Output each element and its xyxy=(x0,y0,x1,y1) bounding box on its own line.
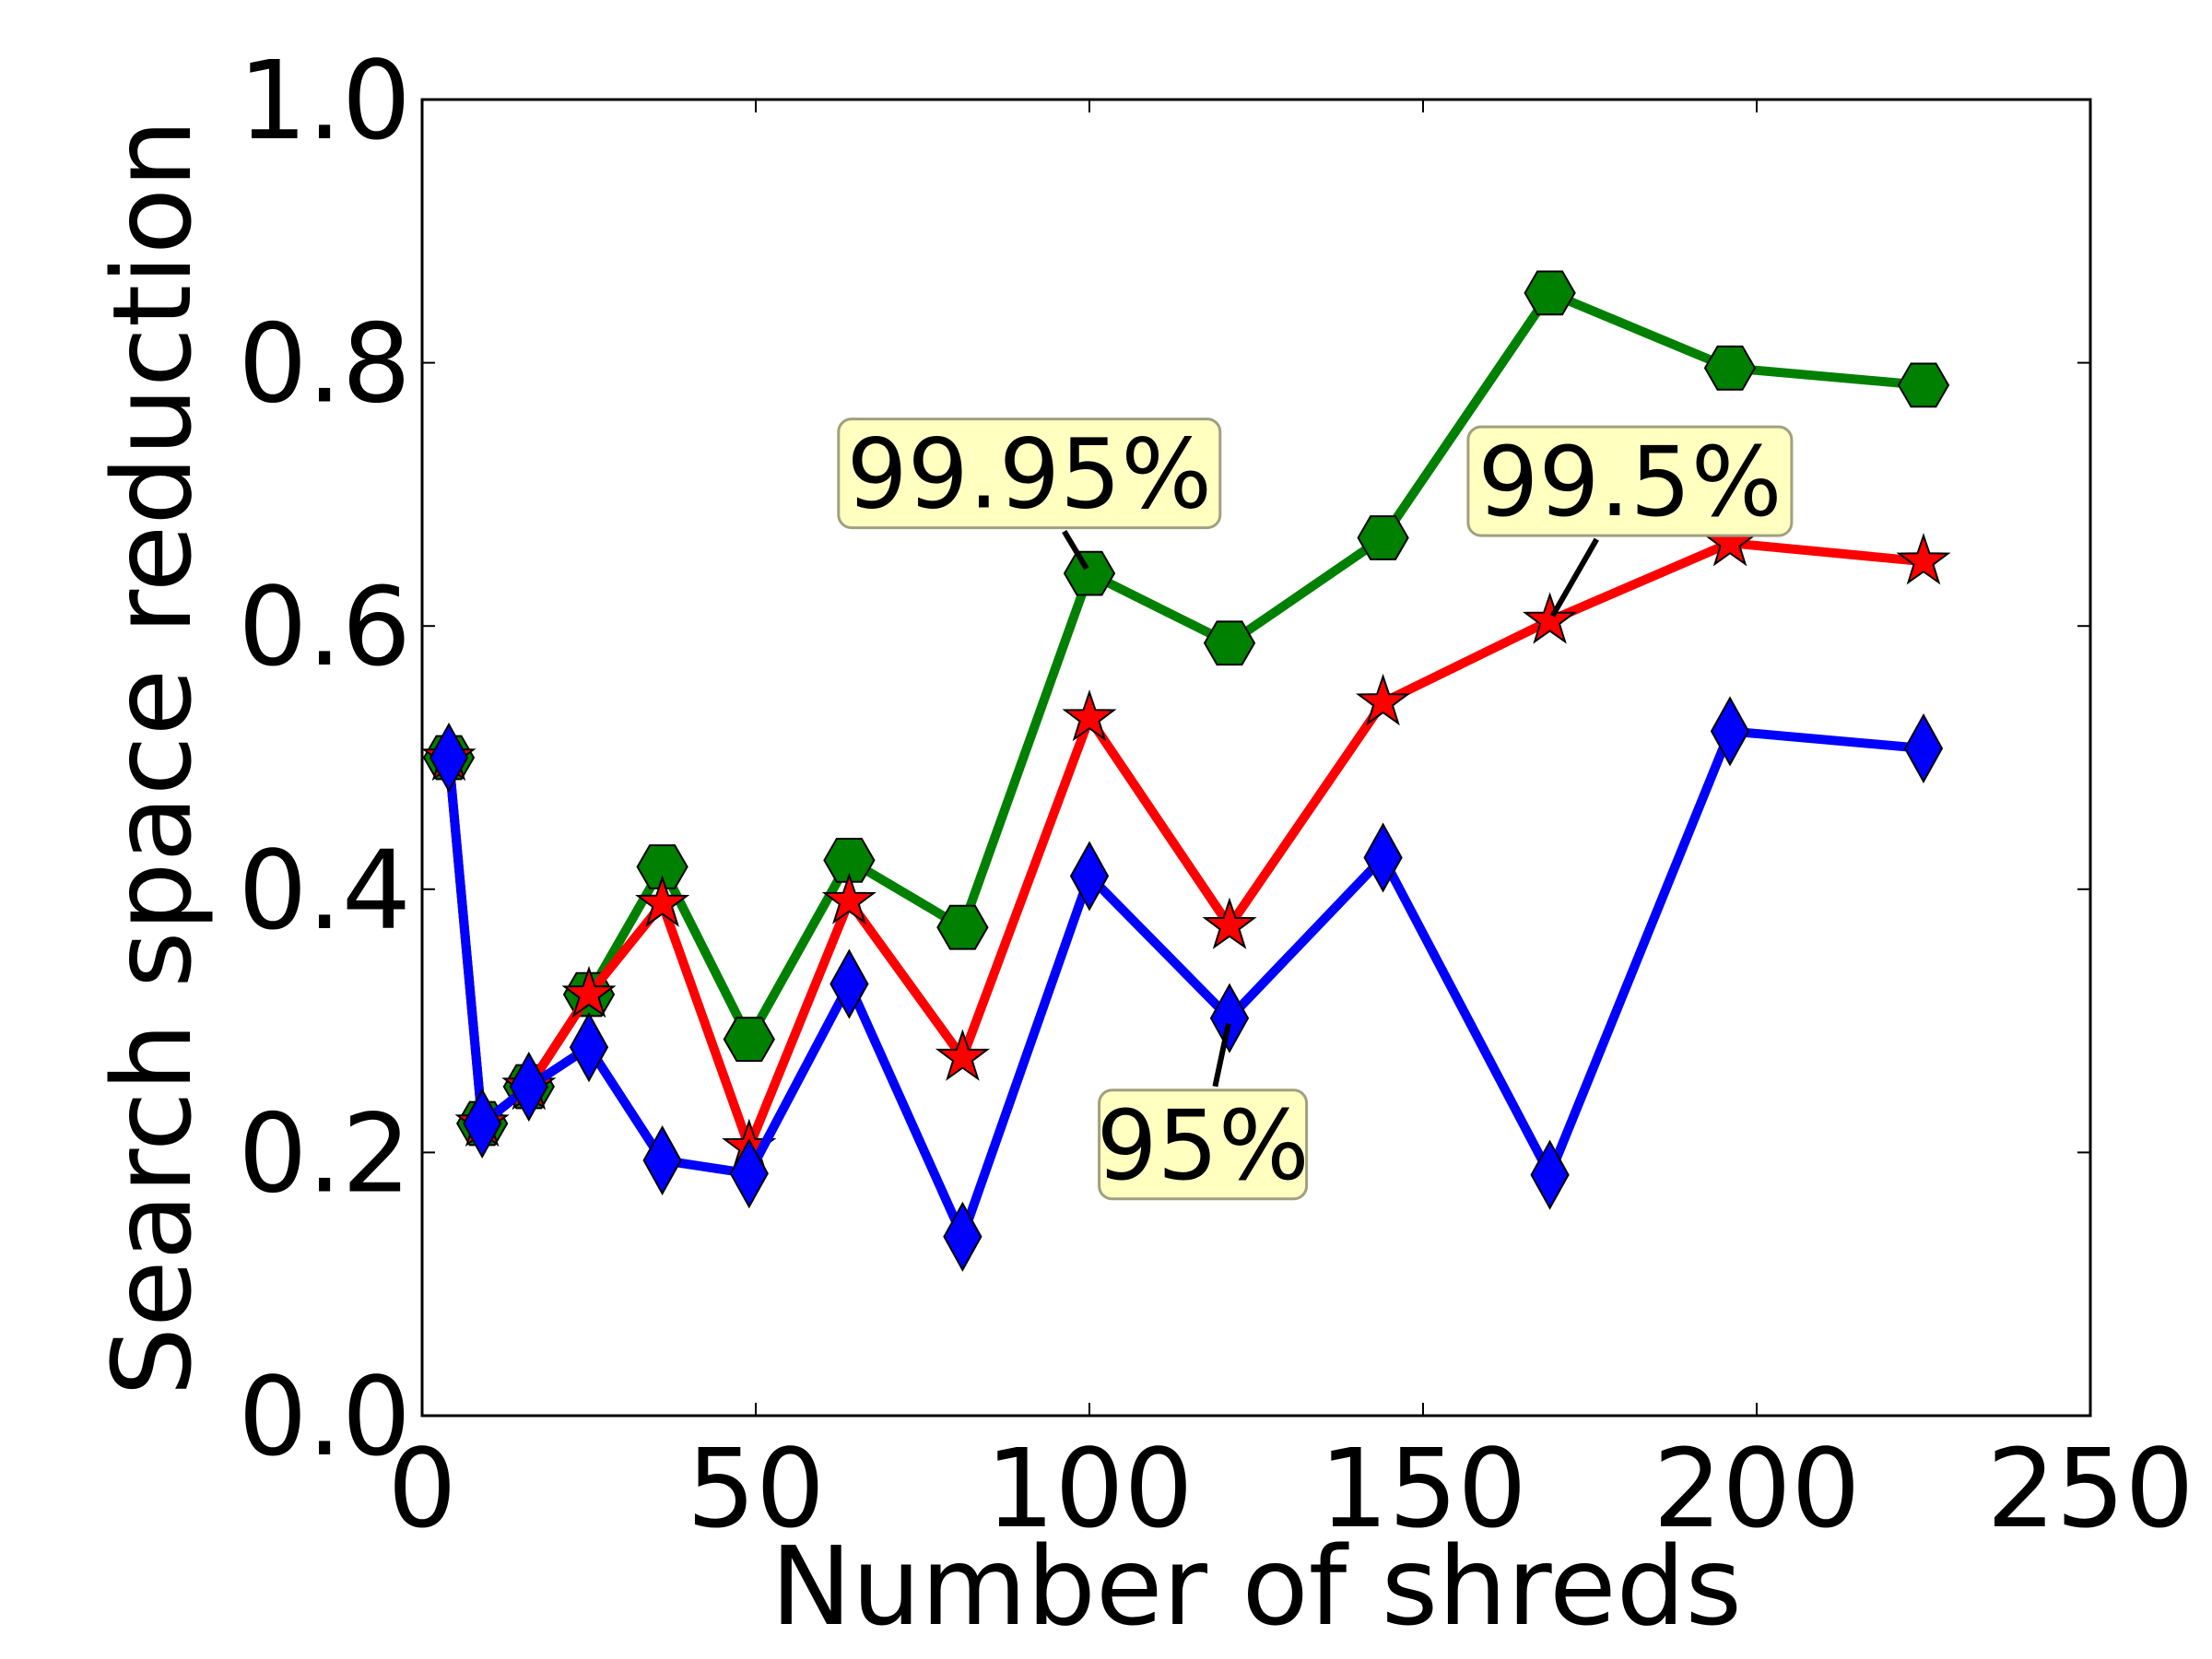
annotation-box xyxy=(1466,425,1794,537)
data-point xyxy=(1062,689,1117,742)
data-point xyxy=(723,1017,775,1062)
x-tick-label: 200 xyxy=(1653,1425,1860,1552)
data-point xyxy=(569,1012,609,1083)
data-point xyxy=(1524,270,1576,316)
annotation-box xyxy=(837,418,1222,530)
y-tick-label: 0.0 xyxy=(238,1353,411,1480)
data-point xyxy=(821,872,877,924)
annotation-arrow xyxy=(1212,1022,1231,1088)
annotation: 95% xyxy=(1097,1022,1310,1202)
data-point xyxy=(1355,673,1411,726)
annotation-box xyxy=(1098,1088,1309,1201)
data-point xyxy=(935,1029,991,1081)
data-point xyxy=(635,875,690,927)
x-tick-label: 250 xyxy=(1986,1425,2194,1552)
data-point xyxy=(509,1051,548,1123)
data-point xyxy=(729,1138,769,1209)
data-point xyxy=(1703,345,1757,391)
data-point xyxy=(1202,897,1257,949)
data-point xyxy=(1897,362,1950,408)
data-point xyxy=(1363,822,1403,893)
y-tick-label: 0.2 xyxy=(238,1089,411,1217)
data-point xyxy=(1063,550,1116,596)
annotation-layer: 99.95% 99.5% 95% xyxy=(837,418,1794,1202)
data-point xyxy=(463,1088,502,1159)
annotation: 99.95% xyxy=(837,418,1222,571)
data-point xyxy=(1203,620,1256,666)
data-point xyxy=(1710,696,1750,767)
annotation-arrow xyxy=(1549,537,1599,618)
annotation-label: 99.95% xyxy=(847,418,1213,531)
series-diamond xyxy=(429,696,1944,1272)
y-tick-label: 0.6 xyxy=(238,563,411,690)
y-tick-label: 0.8 xyxy=(238,300,411,428)
series-layer xyxy=(421,270,1951,1272)
x-axis-label: Number of shreds xyxy=(771,1523,1742,1650)
data-point xyxy=(1069,841,1110,912)
data-point xyxy=(1209,982,1250,1053)
annotation-label: 99.5% xyxy=(1477,426,1782,538)
data-point xyxy=(1530,1139,1570,1210)
data-point xyxy=(636,844,688,889)
annotation-label: 95% xyxy=(1097,1089,1310,1202)
y-tick-label: 1.0 xyxy=(238,37,411,164)
data-point xyxy=(1357,515,1409,560)
annotation: 99.5% xyxy=(1466,425,1794,618)
data-point xyxy=(1903,712,1944,784)
data-point xyxy=(830,948,869,1019)
data-point xyxy=(561,965,617,1018)
axis-ticks: 0 50 100 150 200 250 0.0 0.2 0.4 0.6 0.8 1.0 xyxy=(238,37,2194,1552)
x-tick-label: 150 xyxy=(1319,1425,1526,1552)
data-point xyxy=(429,722,469,794)
y-tick-label: 0.4 xyxy=(238,827,411,954)
data-point xyxy=(642,1124,682,1196)
annotation-arrow xyxy=(1062,530,1089,571)
plot-area xyxy=(420,98,2092,1418)
data-point xyxy=(936,904,989,950)
data-point xyxy=(823,838,876,883)
data-point xyxy=(1896,533,1951,585)
x-tick-label: 100 xyxy=(985,1425,1193,1552)
x-tick-label: 50 xyxy=(687,1425,825,1552)
x-tick-label: 0 xyxy=(387,1425,456,1552)
data-point xyxy=(1522,592,1578,644)
y-axis-label: Search space reduction xyxy=(88,119,216,1396)
data-point xyxy=(943,1201,982,1272)
